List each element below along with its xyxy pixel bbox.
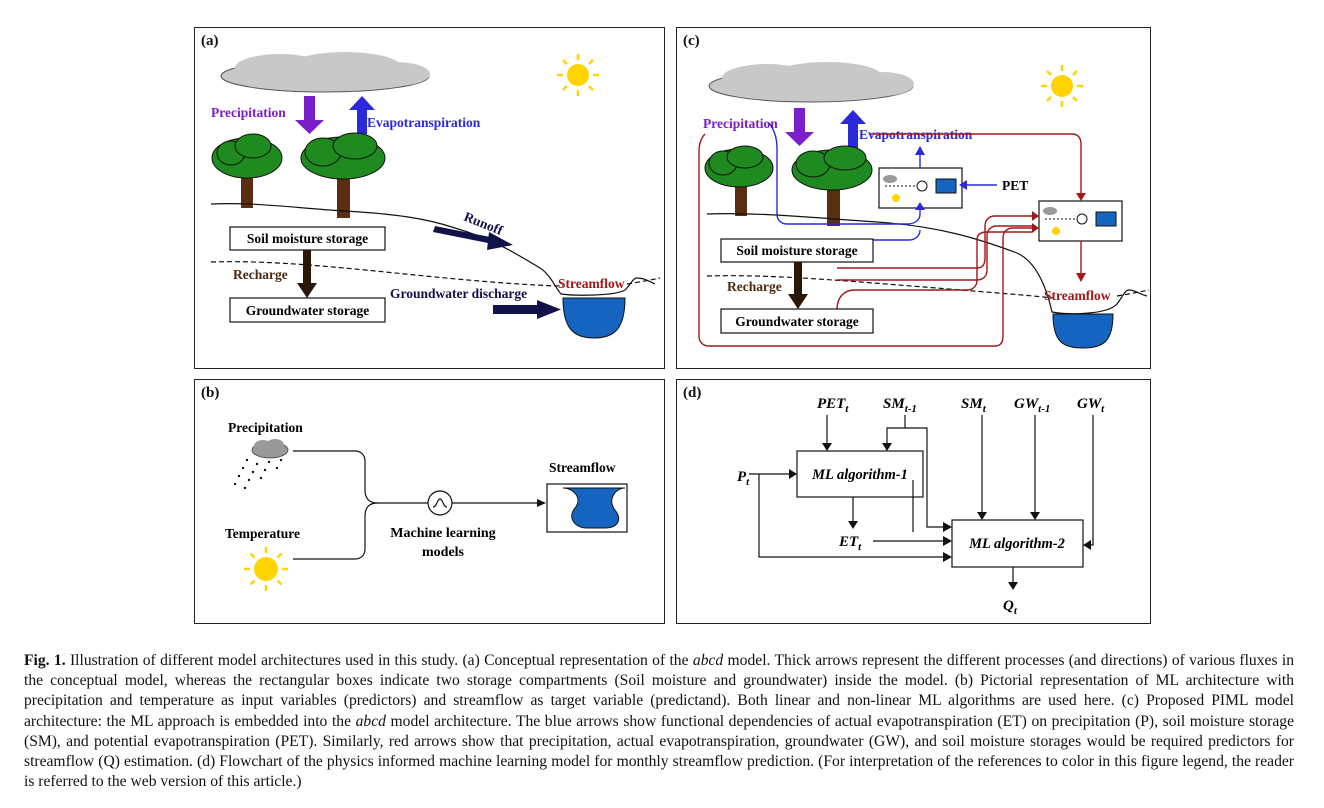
- caption-text: Illustration of different model architec…: [65, 652, 693, 669]
- input-p-label: Pt: [737, 469, 750, 488]
- ml-label-line1: Machine learning: [390, 526, 495, 541]
- tree-icon: [300, 132, 386, 218]
- evapotranspiration-arrow-icon: [840, 110, 866, 148]
- runoff-arrow-icon: [433, 226, 513, 250]
- stream-water: [1052, 313, 1114, 349]
- panel-d-label: (d): [683, 385, 702, 401]
- input-gw-prev-label: GWt-1: [1014, 396, 1050, 415]
- groundwater-discharge-arrow-icon: [493, 300, 561, 319]
- tree-icon: [704, 145, 774, 216]
- panel-d: (d) PETt SMt-1 SMt GWt-1 GWt Pt ETt Qt M…: [676, 379, 1151, 624]
- panel-b-diagram: Precipitation Temperature: [225, 420, 628, 591]
- tree-icon: [211, 133, 283, 208]
- input-connectors: [293, 450, 537, 560]
- streamflow-label: Streamflow: [558, 276, 625, 291]
- panel-c-diagram: Precipitation Evapotranspiration: [698, 62, 1150, 349]
- precipitation-label: Precipitation: [703, 116, 778, 131]
- soil-moisture-label: Soil moisture storage: [736, 243, 857, 258]
- arrow-head: [537, 499, 546, 507]
- recharge-arrow-icon: [788, 262, 808, 309]
- cloud-icon: [220, 52, 430, 93]
- arrow-head: [1032, 211, 1039, 221]
- ml-model-icon: [878, 167, 963, 209]
- groundwater-label: Groundwater storage: [735, 314, 859, 329]
- ml-algorithm-2-box: [951, 519, 1084, 568]
- arrow-head: [1076, 193, 1086, 201]
- panel-c-label: (c): [683, 33, 700, 49]
- flowchart-connectors: [749, 415, 1094, 582]
- sun-icon: [244, 547, 288, 591]
- water-table-line: [210, 261, 661, 287]
- ml-label-line2: models: [422, 545, 465, 560]
- rain-cloud-icon: [233, 439, 289, 490]
- panel-b: (b) Precipitation Temperature: [194, 379, 665, 624]
- et-label: ETt: [838, 534, 862, 553]
- streamflow-dependency-arrows: [698, 133, 1082, 347]
- evapotranspiration-label: Evapotranspiration: [367, 115, 481, 130]
- arrow-head: [915, 146, 925, 155]
- precipitation-label: Precipitation: [228, 420, 303, 435]
- recharge-label: Recharge: [233, 267, 288, 282]
- arrow-head: [1032, 223, 1039, 233]
- evapotranspiration-arrow-icon: [349, 96, 375, 134]
- groundwater-discharge-label: Groundwater discharge: [390, 286, 527, 301]
- arrow-head: [1076, 273, 1086, 282]
- streamflow-label: Streamflow: [1044, 288, 1111, 303]
- caption-figure-number: Fig. 1.: [24, 652, 66, 669]
- soil-moisture-label: Soil moisture storage: [247, 231, 368, 246]
- arrow-head: [915, 202, 925, 210]
- panel-a-label: (a): [201, 33, 219, 49]
- panel-b-label: (b): [201, 385, 220, 401]
- water-table-line: [706, 275, 1150, 299]
- groundwater-box: [229, 297, 386, 323]
- pet-arrow: [959, 180, 997, 190]
- panel-a-diagram: Precipitation Evapotranspiration Runoff: [210, 52, 661, 339]
- ml-algorithm-1-box: [796, 450, 924, 498]
- ml-algorithm-1-label: ML algorithm-1: [811, 467, 908, 483]
- ground-surface: [706, 213, 1148, 315]
- sun-icon: [557, 54, 599, 96]
- streamflow-icon: [546, 483, 628, 533]
- ml-model-icon: [1038, 200, 1123, 242]
- panel-c: (c) Precipitation Evapotranspir: [676, 27, 1151, 369]
- stream-water: [562, 297, 626, 339]
- panel-d-flowchart: PETt SMt-1 SMt GWt-1 GWt Pt ETt Qt ML al…: [737, 396, 1105, 617]
- output-q-label: Qt: [1003, 598, 1018, 617]
- recharge-arrow-icon: [297, 250, 317, 298]
- input-gw-label: GWt: [1077, 396, 1105, 415]
- recharge-label: Recharge: [727, 279, 782, 294]
- groundwater-label: Groundwater storage: [246, 303, 370, 318]
- input-pet-label: PETt: [817, 396, 849, 415]
- temperature-label: Temperature: [225, 526, 300, 541]
- panel-a: (a) Precipitation: [194, 27, 665, 369]
- ground-surface: [210, 203, 656, 296]
- ml-model-node-icon: [427, 490, 453, 516]
- precipitation-label: Precipitation: [211, 105, 286, 120]
- precipitation-arrow-icon: [295, 96, 324, 134]
- groundwater-box: [720, 308, 874, 334]
- streamflow-label: Streamflow: [549, 460, 616, 475]
- caption-text: model. Thick arrows represent the differ…: [24, 652, 1294, 730]
- tree-icon: [791, 145, 873, 226]
- caption-abcd: abcd: [692, 652, 724, 669]
- sun-icon: [1041, 65, 1083, 107]
- input-sm-prev-label: SMt-1: [883, 396, 917, 415]
- caption-text: model architecture. The blue arrows show…: [24, 712, 1294, 791]
- ml-algorithm-2-label: ML algorithm-2: [968, 536, 1065, 552]
- figure-caption: Fig. 1. Illustration of different model …: [24, 651, 1294, 792]
- cloud-icon: [708, 62, 914, 103]
- pet-label: PET: [1002, 178, 1028, 193]
- input-sm-label: SMt: [961, 396, 987, 415]
- et-dependency-arrows: [768, 122, 921, 241]
- precipitation-arrow-icon: [785, 108, 814, 146]
- caption-abcd: abcd: [355, 712, 386, 730]
- flowchart-arrowheads: [789, 443, 1091, 590]
